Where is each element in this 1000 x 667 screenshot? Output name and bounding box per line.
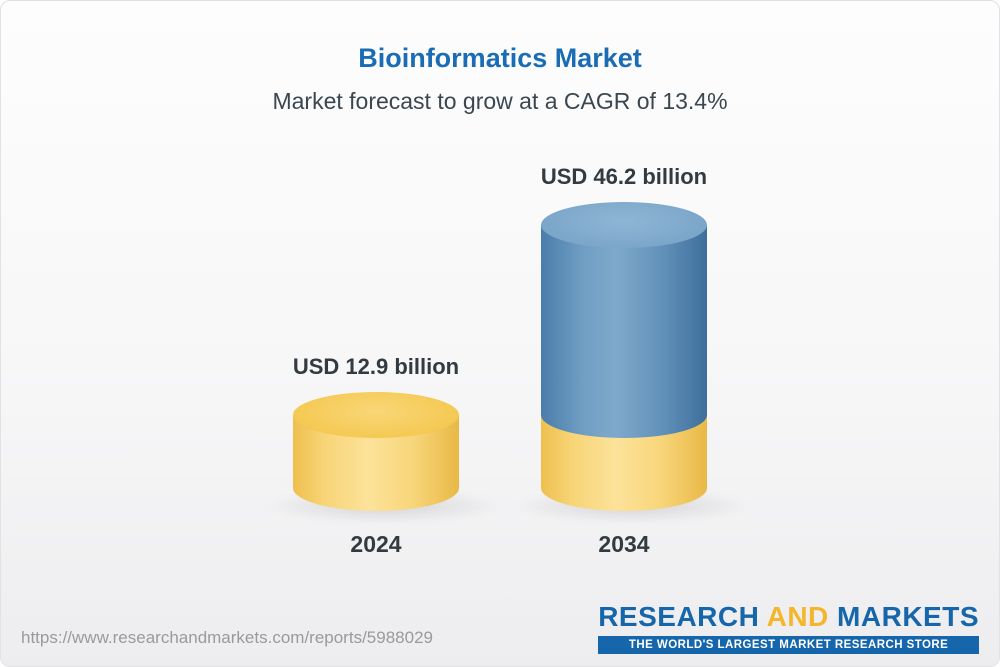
logo-wordmark: RESEARCH AND MARKETS <box>598 601 979 633</box>
report-url[interactable]: https://www.researchandmarkets.com/repor… <box>21 628 433 647</box>
bar-2034 <box>541 202 707 511</box>
logo-word-and: AND <box>766 601 829 632</box>
logo-tagline: THE WORLD'S LARGEST MARKET RESEARCH STOR… <box>598 636 979 654</box>
cylinder-growth-segment-2034 <box>541 225 707 438</box>
x-label-2024: 2024 <box>350 531 402 557</box>
research-and-markets-logo[interactable]: RESEARCH AND MARKETS THE WORLD'S LARGEST… <box>598 601 979 654</box>
chart-title: Bioinformatics Market <box>358 43 642 73</box>
value-label-2034: USD 46.2 billion <box>540 164 708 189</box>
chart-subtitle: Market forecast to grow at a CAGR of 13.… <box>272 88 728 114</box>
cylinder-top-2024 <box>293 392 459 438</box>
x-label-2034: 2034 <box>598 531 650 557</box>
cylinder-top-2034 <box>541 202 707 248</box>
logo-word-research: RESEARCH <box>598 601 760 632</box>
bar-2024 <box>293 392 459 511</box>
logo-word-markets: MARKETS <box>837 601 979 632</box>
value-label-2024: USD 12.9 billion <box>292 354 460 379</box>
